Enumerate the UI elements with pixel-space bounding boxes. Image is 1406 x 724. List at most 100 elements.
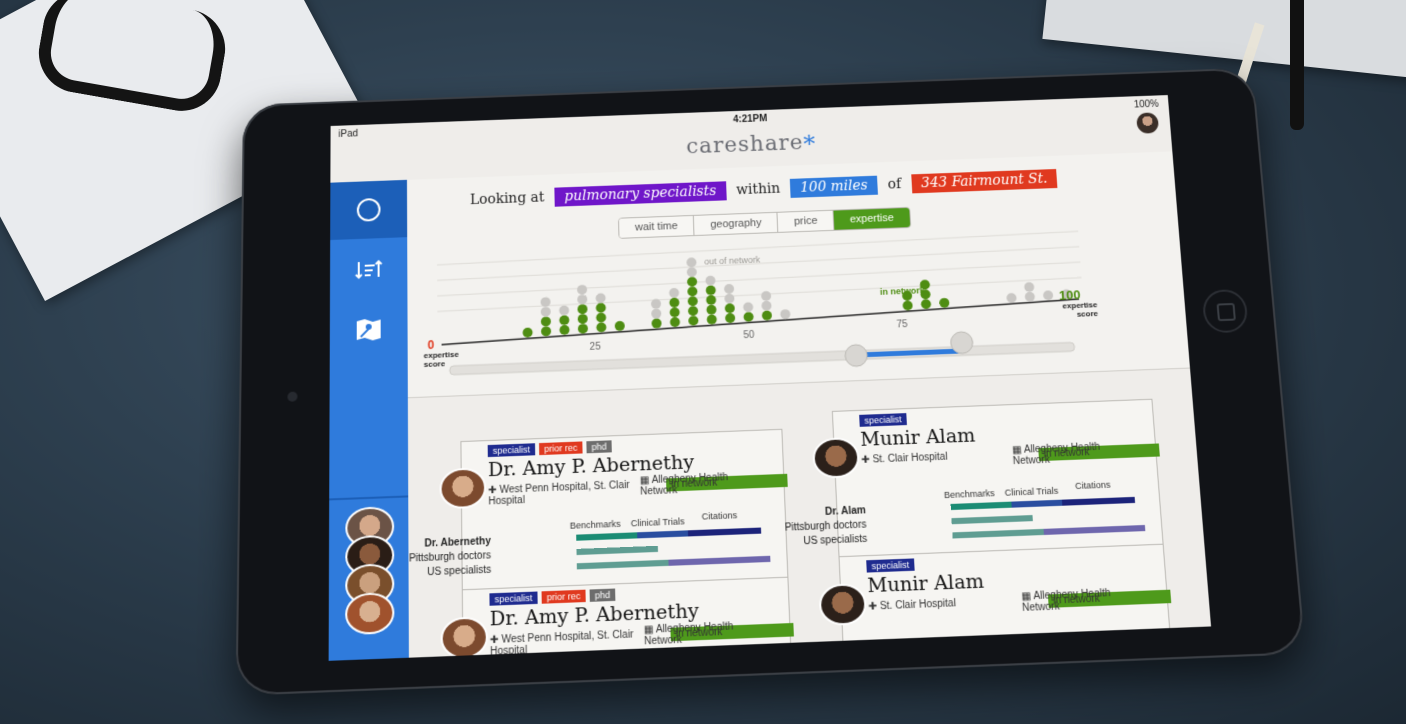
- ipad-device: iPad 4:21PM 100% careshare*: [235, 67, 1306, 696]
- out-of-network-dot[interactable]: [651, 308, 662, 319]
- tag-phd: phd: [586, 440, 612, 454]
- in-network-dot[interactable]: [939, 297, 950, 308]
- benchmark-row-self: Dr. Alam: [824, 505, 867, 518]
- in-network-dot[interactable]: [920, 289, 931, 300]
- in-network-dot[interactable]: [596, 312, 607, 323]
- tab-wait-time[interactable]: wait time: [619, 215, 695, 238]
- out-of-network-dot[interactable]: [540, 306, 551, 317]
- bar-local: [576, 545, 659, 556]
- recent-avatar[interactable]: [345, 591, 395, 636]
- bar-citations: [687, 527, 762, 537]
- out-of-network-dot[interactable]: [540, 296, 551, 308]
- network-building-icon: ▦: [643, 624, 654, 637]
- sidebar-sort-button[interactable]: [330, 239, 407, 300]
- benchmark-row-self: Dr. Abernethy: [424, 535, 491, 550]
- out-of-network-dot[interactable]: [668, 287, 680, 298]
- tab-geography[interactable]: geography: [694, 212, 779, 236]
- in-network-dot[interactable]: [577, 313, 588, 324]
- tab-expertise[interactable]: expertise: [833, 207, 911, 230]
- out-of-network-dot[interactable]: [724, 293, 735, 304]
- in-network-dot[interactable]: [669, 307, 680, 318]
- in-network-dot[interactable]: [688, 315, 699, 326]
- in-network-dot[interactable]: [596, 322, 607, 333]
- benchmarks-label: Benchmarks: [569, 518, 621, 531]
- doctor-card[interactable]: in network specialist prior rec phd Dr. …: [409, 428, 789, 594]
- in-network-dot[interactable]: [687, 286, 698, 297]
- out-of-network-dot[interactable]: [1042, 290, 1054, 301]
- benchmark-row-local: Pittsburgh doctors: [408, 550, 492, 565]
- in-network-dot[interactable]: [761, 310, 773, 321]
- out-of-network-dot[interactable]: [595, 293, 606, 304]
- doctor-card[interactable]: in network specialist Munir Alam ✚ St. C…: [785, 398, 1165, 563]
- citations-label: Citations: [701, 510, 738, 522]
- in-network-dot[interactable]: [614, 320, 625, 332]
- bar-benchmarks: [950, 501, 1012, 511]
- range-slider-handle-low[interactable]: [845, 344, 868, 366]
- benchmark-row-national: US specialists: [803, 533, 868, 548]
- expertise-chart: out of network in network 0 expertise sc…: [424, 218, 1098, 393]
- sidebar-map-button[interactable]: [330, 299, 408, 361]
- out-of-network-dot[interactable]: [761, 290, 772, 302]
- in-network-dot[interactable]: [577, 304, 588, 315]
- out-of-network-dot[interactable]: [705, 275, 716, 286]
- specialty-chip[interactable]: pulmonary specialists: [554, 181, 727, 207]
- in-network-dot[interactable]: [920, 299, 932, 310]
- out-of-network-dot[interactable]: [743, 302, 754, 313]
- in-network-dot[interactable]: [705, 285, 716, 296]
- in-network-dot[interactable]: [901, 290, 913, 301]
- in-network-dot[interactable]: [651, 318, 662, 329]
- range-slider-handle-high[interactable]: [950, 331, 973, 353]
- out-of-network-dot[interactable]: [723, 283, 735, 294]
- in-network-dot[interactable]: [522, 327, 533, 338]
- in-network-dot[interactable]: [595, 302, 606, 313]
- in-network-dot[interactable]: [669, 317, 681, 328]
- bar-citations: [1061, 496, 1136, 506]
- network-building-icon: ▦: [1021, 590, 1032, 603]
- in-network-dot[interactable]: [743, 311, 754, 322]
- compass-icon: [356, 197, 382, 223]
- out-of-network-dot[interactable]: [686, 257, 697, 268]
- location-chip[interactable]: 343 Fairmount St.: [910, 168, 1058, 194]
- out-of-network-dot[interactable]: [780, 309, 791, 320]
- out-of-network-dot[interactable]: [577, 284, 588, 295]
- out-of-network-dot[interactable]: [1006, 292, 1017, 304]
- doctor-card[interactable]: in network specialist Munir Alam ✚ St. C…: [818, 543, 1176, 661]
- in-network-dot[interactable]: [669, 297, 680, 308]
- in-network-dot[interactable]: [687, 276, 698, 287]
- out-of-network-dot[interactable]: [686, 267, 697, 278]
- tab-price[interactable]: price: [777, 210, 835, 232]
- doctor-tags: in network specialist: [866, 558, 1172, 608]
- in-network-dot[interactable]: [687, 305, 699, 317]
- out-of-network-dot[interactable]: [761, 300, 772, 311]
- out-of-network-dot[interactable]: [577, 294, 588, 305]
- query-prefix: Looking at: [469, 189, 545, 208]
- in-network-dot[interactable]: [540, 316, 551, 327]
- distance-chip[interactable]: 100 miles: [789, 175, 878, 198]
- chart-gridlines: [437, 231, 1082, 311]
- in-network-dot[interactable]: [540, 326, 552, 337]
- out-of-network-dot[interactable]: [559, 305, 570, 316]
- out-of-network-dot[interactable]: [650, 298, 662, 309]
- in-network-dot[interactable]: [724, 303, 735, 314]
- in-network-dot[interactable]: [687, 296, 698, 307]
- out-of-network-dot[interactable]: [1023, 281, 1035, 293]
- in-network-dot[interactable]: [559, 315, 570, 326]
- app-screen: iPad 4:21PM 100% careshare*: [328, 95, 1212, 661]
- in-network-dot[interactable]: [725, 313, 736, 324]
- doctor-tags: in network specialist: [859, 413, 1160, 462]
- home-button[interactable]: [1201, 288, 1249, 334]
- out-of-network-dot[interactable]: [1024, 291, 1036, 302]
- sidebar-explore-button[interactable]: [330, 179, 408, 241]
- axis-tick-label: 25: [590, 341, 602, 352]
- doctor-name: Munir Alam: [859, 424, 976, 451]
- axis-tick-label: 50: [743, 330, 755, 341]
- in-network-dot[interactable]: [706, 304, 717, 315]
- doctor-avatar: [811, 436, 861, 479]
- in-network-dot[interactable]: [705, 294, 717, 306]
- doctor-card[interactable]: in network specialist prior rec phd Dr. …: [440, 576, 795, 661]
- in-network-dot[interactable]: [559, 324, 570, 336]
- in-network-dot[interactable]: [577, 323, 589, 334]
- in-network-dot[interactable]: [706, 314, 717, 325]
- in-network-dot[interactable]: [902, 300, 913, 311]
- doctor-hospitals: ✚ West Penn Hospital, St. Clair Hospital: [488, 479, 630, 508]
